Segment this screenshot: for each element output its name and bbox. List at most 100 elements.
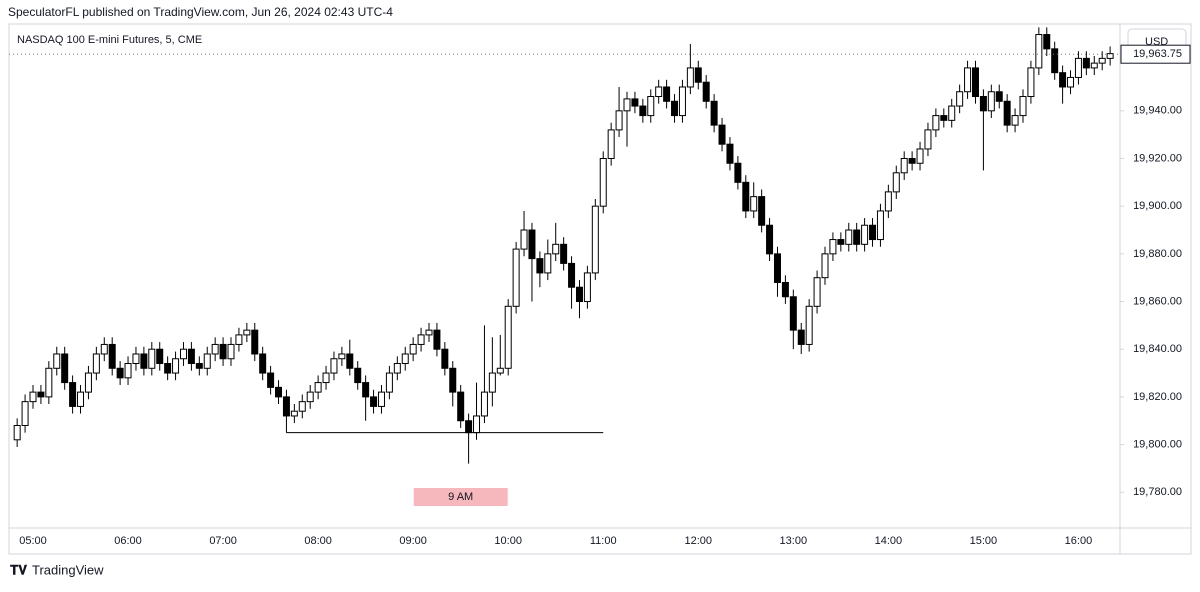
annotation-box [413,488,508,506]
candle-body [583,272,591,303]
candle-body [37,391,45,398]
x-tick-label: 13:00 [780,535,808,547]
candle-body [845,229,853,245]
candle-body [1027,67,1035,98]
candle-body [924,129,932,150]
candle-body [734,162,742,183]
candle-body [560,243,568,264]
candle-body [441,348,449,369]
candle-body [195,363,203,369]
candle-body [259,353,267,374]
candle-body [235,334,243,345]
y-tick-label: 19,820.00 [1133,391,1182,403]
candle-body [164,363,172,374]
candle-body [1003,100,1011,126]
candle-body [948,105,956,121]
chart-title: NASDAQ 100 E-mini Futures, 5, CME [17,34,202,46]
candle-body [623,98,631,112]
candle-body [615,110,623,131]
candle-body [900,157,908,174]
candle-body [330,358,338,374]
candle-body [940,115,948,121]
candle-body [251,329,259,355]
candle-body [496,367,504,374]
candle-body [92,353,100,374]
candle-body [805,305,813,345]
x-tick-label: 14:00 [875,535,903,547]
candle-body [377,391,385,407]
candle-body [1090,62,1098,69]
x-tick-label: 15:00 [970,535,998,547]
candle-body [219,343,227,360]
candle-body [77,391,85,407]
candle-body [655,86,663,98]
candle-body [504,305,512,369]
candle-body [639,105,647,117]
candle-body [298,401,306,412]
chart-frame [8,23,1192,555]
candle-body [84,372,92,393]
candle-body [718,124,726,145]
candle-body [314,382,322,393]
candle-body [861,224,869,245]
candle-body [726,143,734,164]
annotation: 9 AM [448,491,473,503]
candle-body [53,353,61,369]
candle-body [267,372,275,388]
candle-body [457,391,465,422]
candle-body [1051,48,1059,74]
candle-body [203,353,211,369]
candle-body [853,229,861,245]
y-tick-label: 19,780.00 [1133,486,1182,498]
candle-body [773,253,781,283]
candle-body [306,391,314,403]
candle-body [876,210,884,241]
candle-body [346,353,354,369]
candle-body [631,98,639,107]
candle-body [536,258,544,274]
candle-body [758,196,766,226]
candle-body [124,363,132,379]
candle-body [211,343,219,355]
candle-body [69,382,77,407]
candle-body [156,348,164,365]
candle-body [837,239,845,245]
candle-body [473,415,481,434]
x-tick-label: 07:00 [209,535,237,547]
candle-body [488,372,496,393]
candle-body [607,129,615,159]
candle-body [789,296,797,331]
candle-body [243,329,251,336]
candle-body [591,205,599,274]
candle-body [282,396,290,417]
y-tick-label: 19,840.00 [1133,343,1182,355]
candle-body [766,224,774,255]
candle-body [979,96,987,112]
x-tick-label: 08:00 [304,535,332,547]
candle-body [29,391,37,403]
candle-body [338,353,346,360]
candle-body [552,243,560,255]
candle-body [187,348,195,365]
candle-body [393,363,401,374]
candle-body [1074,57,1082,78]
candle-body [45,367,53,398]
candle-body [21,401,29,426]
candle-body [1098,57,1106,64]
candle-body [671,100,679,117]
candle-body [227,343,235,360]
candle-body [869,224,877,241]
candle-body [829,239,837,255]
candle-body [409,343,417,355]
brand: TradingView [32,562,104,577]
candle-body [108,343,116,369]
candle-body [520,229,528,250]
candle-body [678,86,686,117]
y-tick-label: 19,940.00 [1133,105,1182,117]
candle-body [385,372,393,393]
x-tick-label: 16:00 [1065,535,1093,547]
candle-body [480,391,488,417]
x-tick-label: 10:00 [494,535,522,547]
